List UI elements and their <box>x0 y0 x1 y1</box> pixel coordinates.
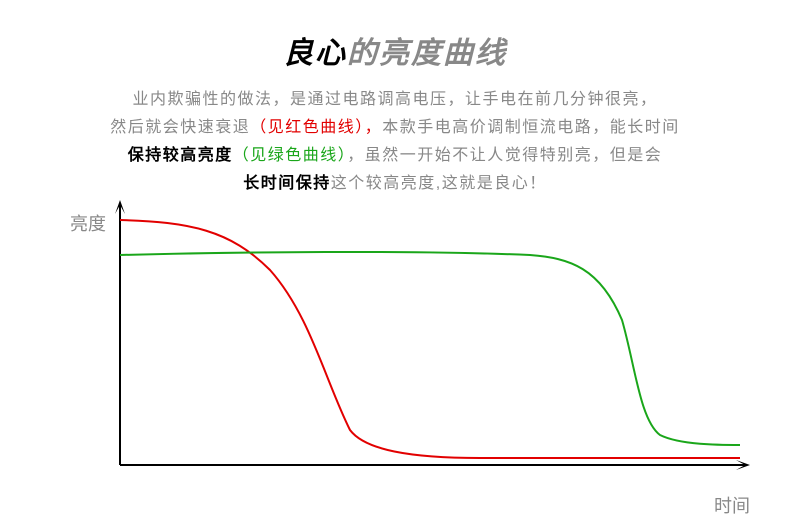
chart-svg <box>60 200 760 490</box>
x-axis-label: 时间 <box>714 492 750 518</box>
green-curve <box>120 252 740 445</box>
desc-red-note: （见红色曲线）， <box>250 119 382 136</box>
desc-line3-gray: ，虽然一开始不让人觉得特别亮，但是会 <box>347 147 662 164</box>
y-axis-label: 亮度 <box>70 210 106 236</box>
red-curve <box>120 220 740 458</box>
page-title: 良心的亮度曲线 <box>0 0 790 72</box>
desc-line4-black: 长时间保持 <box>243 175 331 192</box>
title-black: 良心 <box>283 37 347 70</box>
desc-line3-black: 保持较高亮度 <box>128 147 233 164</box>
desc-green-note: （见绿色曲线） <box>233 147 348 164</box>
desc-line2a: 然后就会快速衰退 <box>110 119 250 136</box>
desc-line4-gray: 这个较高亮度,这就是良心！ <box>331 175 547 192</box>
brightness-chart: 亮度 时间 <box>60 200 740 510</box>
desc-line1: 业内欺骗性的做法，是通过电路调高电压，让手电在前几分钟很亮， <box>132 91 657 108</box>
desc-line2b: 本款手电高价调制恒流电路，能长时间 <box>382 119 680 136</box>
title-gray: 的亮度曲线 <box>347 37 507 70</box>
description-text: 业内欺骗性的做法，是通过电路调高电压，让手电在前几分钟很亮， 然后就会快速衰退（… <box>0 86 790 198</box>
